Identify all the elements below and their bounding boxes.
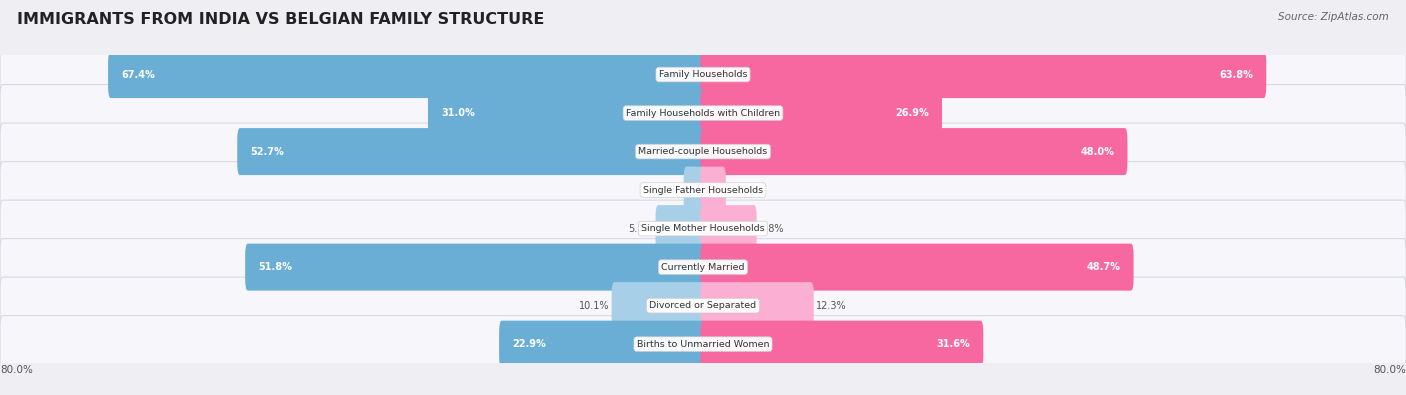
Text: Births to Unmarried Women: Births to Unmarried Women xyxy=(637,340,769,349)
FancyBboxPatch shape xyxy=(0,316,1406,372)
Text: Divorced or Separated: Divorced or Separated xyxy=(650,301,756,310)
FancyBboxPatch shape xyxy=(612,282,706,329)
FancyBboxPatch shape xyxy=(700,282,814,329)
FancyBboxPatch shape xyxy=(700,321,983,368)
FancyBboxPatch shape xyxy=(0,85,1406,141)
Text: 5.8%: 5.8% xyxy=(759,224,783,233)
Text: 31.6%: 31.6% xyxy=(936,339,970,349)
FancyBboxPatch shape xyxy=(108,51,706,98)
FancyBboxPatch shape xyxy=(700,51,1267,98)
Text: 2.3%: 2.3% xyxy=(728,185,754,195)
FancyBboxPatch shape xyxy=(0,277,1406,334)
Text: Currently Married: Currently Married xyxy=(661,263,745,272)
Text: Single Mother Households: Single Mother Households xyxy=(641,224,765,233)
FancyBboxPatch shape xyxy=(683,167,706,214)
Text: 22.9%: 22.9% xyxy=(512,339,546,349)
Text: Source: ZipAtlas.com: Source: ZipAtlas.com xyxy=(1278,12,1389,22)
Text: 10.1%: 10.1% xyxy=(578,301,609,310)
FancyBboxPatch shape xyxy=(0,239,1406,295)
FancyBboxPatch shape xyxy=(499,321,706,368)
Text: Family Households: Family Households xyxy=(659,70,747,79)
Text: 48.7%: 48.7% xyxy=(1087,262,1121,272)
Text: Family Households with Children: Family Households with Children xyxy=(626,109,780,118)
FancyBboxPatch shape xyxy=(245,244,706,291)
FancyBboxPatch shape xyxy=(0,200,1406,257)
Text: Married-couple Households: Married-couple Households xyxy=(638,147,768,156)
Text: Single Father Households: Single Father Households xyxy=(643,186,763,195)
Text: 51.8%: 51.8% xyxy=(259,262,292,272)
Text: 48.0%: 48.0% xyxy=(1080,147,1114,156)
Text: 5.1%: 5.1% xyxy=(628,224,652,233)
FancyBboxPatch shape xyxy=(655,205,706,252)
Text: 63.8%: 63.8% xyxy=(1219,70,1253,79)
FancyBboxPatch shape xyxy=(700,90,942,137)
Text: 67.4%: 67.4% xyxy=(121,70,155,79)
FancyBboxPatch shape xyxy=(0,162,1406,218)
Text: 31.0%: 31.0% xyxy=(441,108,475,118)
FancyBboxPatch shape xyxy=(700,128,1128,175)
FancyBboxPatch shape xyxy=(427,90,706,137)
Text: 80.0%: 80.0% xyxy=(1374,365,1406,375)
Text: 12.3%: 12.3% xyxy=(817,301,846,310)
FancyBboxPatch shape xyxy=(0,123,1406,180)
FancyBboxPatch shape xyxy=(700,205,756,252)
FancyBboxPatch shape xyxy=(0,46,1406,103)
Text: 80.0%: 80.0% xyxy=(0,365,32,375)
Text: 52.7%: 52.7% xyxy=(250,147,284,156)
Text: IMMIGRANTS FROM INDIA VS BELGIAN FAMILY STRUCTURE: IMMIGRANTS FROM INDIA VS BELGIAN FAMILY … xyxy=(17,12,544,27)
FancyBboxPatch shape xyxy=(700,244,1133,291)
FancyBboxPatch shape xyxy=(238,128,706,175)
Text: 1.9%: 1.9% xyxy=(657,185,681,195)
Text: 26.9%: 26.9% xyxy=(896,108,929,118)
FancyBboxPatch shape xyxy=(700,167,725,214)
